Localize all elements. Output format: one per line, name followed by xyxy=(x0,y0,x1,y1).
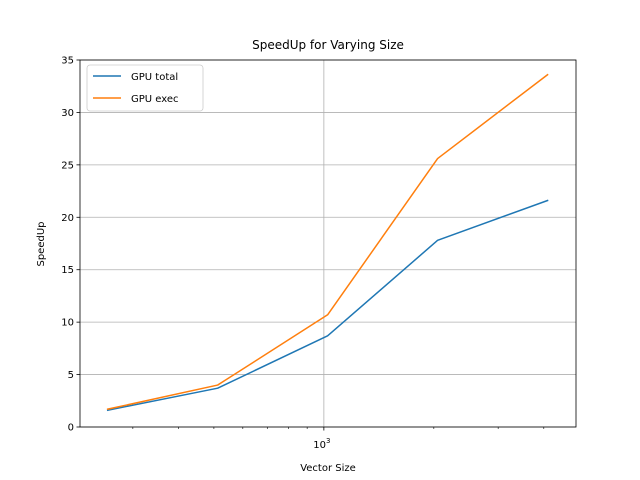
y-tick-label: 25 xyxy=(61,160,74,171)
chart-title: SpeedUp for Varying Size xyxy=(252,38,404,52)
y-axis-label: SpeedUp xyxy=(36,221,47,266)
y-tick-label: 20 xyxy=(61,213,74,224)
series-lines xyxy=(106,73,549,412)
y-tick-label: 0 xyxy=(68,423,74,434)
y-tick-label: 35 xyxy=(61,56,74,67)
y-tick-label: 30 xyxy=(61,108,74,119)
series-line-gpu-total xyxy=(106,199,549,412)
y-tick-label: 5 xyxy=(68,370,74,381)
x-axis-label: Vector Size xyxy=(300,463,356,474)
y-tick-label: 10 xyxy=(61,318,74,329)
legend-label-gpu-total: GPU total xyxy=(131,72,178,83)
legend: GPU total GPU exec xyxy=(86,64,204,112)
axes-frame xyxy=(79,59,577,428)
y-tick-label: 15 xyxy=(61,265,74,276)
series-line-gpu-exec xyxy=(106,73,549,411)
legend-label-gpu-exec: GPU exec xyxy=(131,94,179,105)
